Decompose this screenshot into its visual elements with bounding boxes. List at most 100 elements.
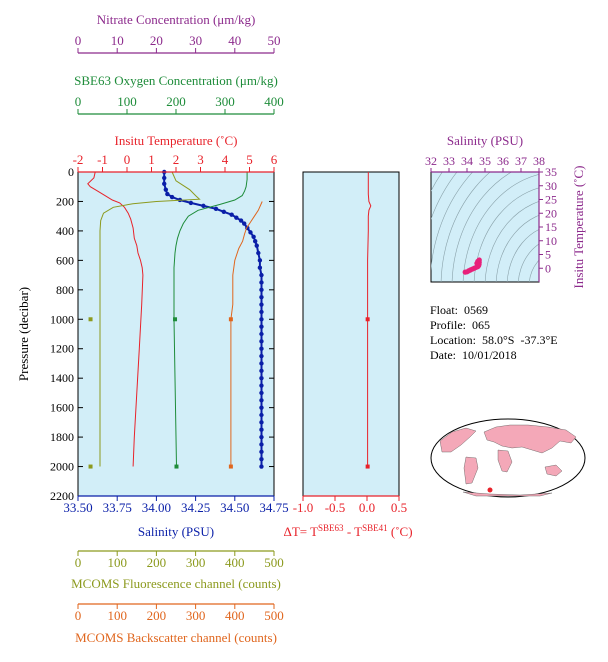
backscatter-tick-label: 200 xyxy=(147,608,167,623)
pressure-tick-label: 1600 xyxy=(50,401,74,415)
fluorescence-tick-label: 100 xyxy=(107,555,127,570)
salinity-point xyxy=(229,212,234,217)
fluorescence-profile-line xyxy=(99,171,201,467)
ts-x-tick-label: 37 xyxy=(515,154,527,168)
ts-x-tick-label: 32 xyxy=(425,154,437,168)
salinity-point xyxy=(259,317,264,322)
salinity-tick-label: 33.75 xyxy=(103,500,132,515)
pressure-tick-label: 2000 xyxy=(50,460,74,474)
salinity-point xyxy=(251,234,256,239)
oxygen-marker xyxy=(174,464,179,469)
pressure-tick-label: 1000 xyxy=(50,312,74,326)
oxygen-axis-label: SBE63 Oxygen Concentration (μm/kg) xyxy=(74,73,278,88)
oxygen-tick-label: 300 xyxy=(215,94,235,109)
delta-t-label-superscript: SBE41 xyxy=(362,523,388,533)
temperature-profile-line xyxy=(87,171,144,467)
salinity-point xyxy=(259,427,264,432)
oxygen-tick-label: 100 xyxy=(117,94,137,109)
salinity-point xyxy=(213,206,219,212)
nitrate-tick-label: 0 xyxy=(75,33,82,48)
salinity-point xyxy=(259,339,264,344)
backscatter-marker xyxy=(228,317,233,322)
backscatter-tick-label: 0 xyxy=(75,608,82,623)
salinity-axis-label: Salinity (PSU) xyxy=(138,524,214,539)
delta-t-line xyxy=(367,172,372,467)
map-land xyxy=(439,424,577,497)
temperature-tick-label: 6 xyxy=(271,152,278,167)
salinity-point xyxy=(259,346,264,351)
salinity-point xyxy=(248,230,253,235)
nitrate-tick-label: 30 xyxy=(189,33,202,48)
salinity-point xyxy=(169,194,175,200)
ts-y-tick-label: 25 xyxy=(545,193,557,207)
temperature-tick-label: -1 xyxy=(97,152,108,167)
temperature-tick-label: 0 xyxy=(124,152,131,167)
nitrate-tick-label: 50 xyxy=(268,33,281,48)
pressure-tick-label: 600 xyxy=(56,253,74,267)
oxygen-tick-label: 400 xyxy=(264,94,284,109)
salinity-point xyxy=(259,434,264,440)
delta-t-plot-area xyxy=(302,171,400,497)
ts-density-contour xyxy=(517,243,539,282)
oxygen-profile-line xyxy=(173,172,248,467)
pressure-tick-label: 800 xyxy=(56,283,74,297)
pressure-tick-label: 200 xyxy=(56,194,74,208)
backscatter-tick-label: 100 xyxy=(107,608,127,623)
delta-t-label-part: - T xyxy=(344,524,363,539)
ts-salinity-label: Salinity (PSU) xyxy=(447,133,523,148)
salinity-point xyxy=(259,361,264,366)
nitrate-tick-label: 40 xyxy=(228,33,241,48)
salinity-point xyxy=(259,368,264,374)
salinity-point xyxy=(188,200,194,206)
ts-y-tick-label: 15 xyxy=(545,220,557,234)
ts-density-contour xyxy=(431,172,474,272)
nitrate-axis-label: Nitrate Concentration (μm/kg) xyxy=(97,12,256,27)
salinity-point xyxy=(259,353,264,359)
ts-y-tick-label: 35 xyxy=(545,165,557,179)
temperature-tick-label: 1 xyxy=(148,152,155,167)
salinity-point xyxy=(201,203,206,209)
salinity-point xyxy=(254,243,259,248)
salinity-point xyxy=(259,287,264,293)
backscatter-axis-label: MCOMS Backscatter channel (counts) xyxy=(75,630,277,645)
salinity-point xyxy=(259,390,264,396)
oxygen-tick-label: 200 xyxy=(166,94,186,109)
delta-t-tick-label: 0.0 xyxy=(359,500,375,515)
ts-y-tick-label: 5 xyxy=(545,248,551,262)
salinity-point xyxy=(259,302,264,307)
delta-t-label-part: ΔT= T xyxy=(283,524,318,539)
pressure-tick-label: 1400 xyxy=(50,371,74,385)
delta-t-marker xyxy=(365,317,370,322)
ts-y-tick-label: 20 xyxy=(545,206,557,220)
fluorescence-tick-label: 300 xyxy=(186,555,206,570)
ts-density-contour xyxy=(451,172,513,282)
float-location: Location: 58.0°S -37.3°E xyxy=(430,333,558,347)
salinity-point xyxy=(259,449,264,455)
salinity-point xyxy=(259,442,264,447)
salinity-point xyxy=(257,258,263,263)
salinity-point xyxy=(234,215,239,220)
fluorescence-tick-label: 400 xyxy=(225,555,245,570)
backscatter-tick-label: 300 xyxy=(186,608,206,623)
delta-t-tick-label: 0.5 xyxy=(391,500,407,515)
ts-density-contour xyxy=(440,172,491,282)
salinity-point xyxy=(256,250,261,256)
pressure-tick-label: 0 xyxy=(68,165,74,179)
profile-panel: 0 200 400 600 800 1000 1200 1400 1600 1800 2000 220… xyxy=(16,165,275,503)
delta-t-axis-label: ΔT= TSBE63 - TSBE41 (˚C) xyxy=(283,523,412,539)
backscatter-marker xyxy=(228,464,233,469)
delta-t-label-superscript: SBE63 xyxy=(318,523,344,533)
salinity-point xyxy=(259,280,264,285)
ts-density-contour xyxy=(506,229,539,282)
pressure-tick-label: 400 xyxy=(56,224,74,238)
temperature-axis-label: Insitu Temperature (˚C) xyxy=(114,133,237,148)
ts-x-tick-label: 35 xyxy=(479,154,491,168)
nitrate-marker xyxy=(88,464,93,469)
salinity-point xyxy=(259,272,264,278)
temperature-tick-label: 5 xyxy=(246,152,253,167)
ts-density-contour xyxy=(529,259,539,282)
salinity-point xyxy=(242,221,247,226)
backscatter-tick-label: 500 xyxy=(264,608,284,623)
ts-x-tick-label: 36 xyxy=(497,154,509,168)
